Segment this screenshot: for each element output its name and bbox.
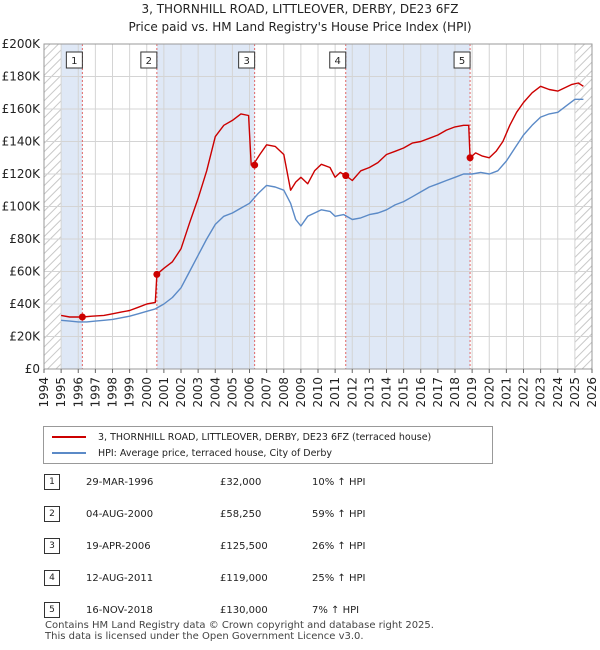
sale-label-box (65, 51, 83, 69)
y-tick-label: £60K (9, 265, 41, 279)
sale-date: 19-APR-2006 (86, 541, 151, 552)
x-tick-label: 2002 (174, 377, 188, 408)
property-line-swatch (52, 436, 86, 438)
x-tick-label: 2021 (499, 377, 513, 408)
sale-label: 3 (243, 56, 249, 67)
x-tick-label: 2010 (311, 377, 325, 408)
x-tick-label: 2000 (140, 377, 154, 408)
x-tick-label: 2007 (260, 377, 274, 408)
x-tick-label: 2006 (243, 377, 257, 408)
x-tick-label: 2018 (448, 377, 462, 408)
x-tick-label: 2005 (225, 377, 239, 408)
y-tick-label: £200K (2, 37, 42, 51)
legend-item-hpi: HPI: Average price, terraced house, City… (52, 446, 332, 460)
y-tick-label: £120K (2, 167, 42, 181)
x-tick-label: 1997 (88, 377, 102, 408)
hpi-line-swatch (52, 452, 86, 454)
sale-point (78, 313, 86, 321)
sale-price: £58,250 (220, 509, 262, 520)
sale-number-badge: 5 (44, 602, 60, 618)
sale-price: £119,000 (220, 573, 268, 584)
x-tick-label: 2013 (362, 377, 376, 408)
sale-date: 12-AUG-2011 (86, 573, 154, 584)
y-tick-label: £40K (9, 297, 41, 311)
x-tick-label: 2019 (465, 377, 479, 408)
footer: Contains HM Land Registry data © Crown c… (45, 620, 434, 642)
sale-label-box (238, 51, 256, 69)
sale-number-badge: 2 (44, 506, 60, 522)
y-tick-label: £0 (25, 362, 40, 376)
x-tick-label: 1998 (106, 377, 120, 408)
x-tick-label: 2020 (482, 377, 496, 408)
sale-point (342, 172, 350, 180)
sale-label: 2 (146, 56, 152, 67)
sale-price: £125,500 (220, 541, 268, 552)
footer-copyright: Contains HM Land Registry data © Crown c… (45, 620, 434, 631)
x-tick-label: 2003 (191, 377, 205, 408)
x-tick-label: 2012 (345, 377, 359, 408)
y-tick-label: £80K (9, 232, 41, 246)
x-tick-label: 2009 (294, 377, 308, 408)
sale-hpi-change: 7% ↑ HPI (312, 605, 360, 616)
x-tick-label: 1995 (54, 377, 68, 408)
sale-date: 04-AUG-2000 (86, 509, 154, 520)
y-tick-label: £100K (2, 200, 42, 214)
x-tick-label: 2017 (431, 377, 445, 408)
sale-label: 4 (335, 56, 341, 67)
x-tick-label: 2015 (397, 377, 411, 408)
x-tick-label: 2001 (157, 377, 171, 408)
property-price-line (60, 82, 584, 318)
sale-hpi-change: 25% ↑ HPI (312, 573, 366, 584)
x-tick-label: 2022 (517, 377, 531, 408)
x-tick-label: 2025 (568, 377, 582, 408)
chart-title: 3, THORNHILL ROAD, LITTLEOVER, DERBY, DE… (141, 2, 459, 16)
sale-hpi-change: 59% ↑ HPI (312, 509, 366, 520)
y-tick-label: £160K (2, 102, 42, 116)
sale-label-box (453, 51, 471, 69)
sale-label: 5 (459, 56, 465, 67)
sale-label: 1 (71, 56, 77, 67)
y-tick-label: £20K (9, 330, 41, 344)
sale-hpi-change: 10% ↑ HPI (312, 477, 366, 488)
sale-row: 3 19-APR-2006 £125,500 26% ↑ HPI (44, 538, 404, 556)
legend-label-hpi: HPI: Average price, terraced house, City… (98, 447, 332, 459)
x-tick-label: 2016 (414, 377, 428, 408)
sale-hpi-change: 26% ↑ HPI (312, 541, 366, 552)
chart-subtitle: Price paid vs. HM Land Registry's House … (128, 20, 472, 34)
x-tick-label: 2024 (551, 377, 565, 408)
sale-row: 4 12-AUG-2011 £119,000 25% ↑ HPI (44, 570, 404, 588)
sale-row: 5 16-NOV-2018 £130,000 7% ↑ HPI (44, 602, 404, 620)
sale-price: £32,000 (220, 477, 262, 488)
sale-point (251, 161, 259, 169)
legend: 3, THORNHILL ROAD, LITTLEOVER, DERBY, DE… (43, 426, 493, 464)
hpi-line (61, 98, 584, 323)
y-tick-label: £140K (2, 135, 42, 149)
sale-number-badge: 1 (44, 474, 60, 490)
legend-label-property: 3, THORNHILL ROAD, LITTLEOVER, DERBY, DE… (98, 431, 432, 443)
sale-row: 2 04-AUG-2000 £58,250 59% ↑ HPI (44, 506, 404, 524)
legend-item-property: 3, THORNHILL ROAD, LITTLEOVER, DERBY, DE… (52, 430, 431, 444)
sale-label-box (329, 51, 347, 69)
sale-date: 29-MAR-1996 (86, 477, 154, 488)
y-tick-label: £180K (2, 70, 42, 84)
sale-point (466, 154, 474, 162)
x-tick-label: 1996 (71, 377, 85, 408)
x-tick-label: 2004 (208, 377, 222, 408)
x-tick-label: 1994 (37, 377, 51, 408)
x-tick-label: 1999 (123, 377, 137, 408)
sale-number-badge: 3 (44, 538, 60, 554)
x-tick-label: 2026 (585, 377, 599, 408)
x-tick-label: 2014 (380, 377, 394, 408)
x-tick-label: 2023 (534, 377, 548, 408)
sale-number-badge: 4 (44, 570, 60, 586)
sale-row: 1 29-MAR-1996 £32,000 10% ↑ HPI (44, 474, 404, 492)
sale-price: £130,000 (220, 605, 268, 616)
x-tick-label: 2008 (277, 377, 291, 408)
footer-licence: This data is licensed under the Open Gov… (45, 631, 364, 642)
sale-date: 16-NOV-2018 (86, 605, 153, 616)
price-chart: £0 £20K £40K £60K £80K £100K £120K £140K £160K £1… (2, 37, 599, 408)
x-tick-label: 2011 (328, 377, 342, 408)
sale-point (153, 270, 161, 278)
sale-label-box (140, 51, 158, 69)
